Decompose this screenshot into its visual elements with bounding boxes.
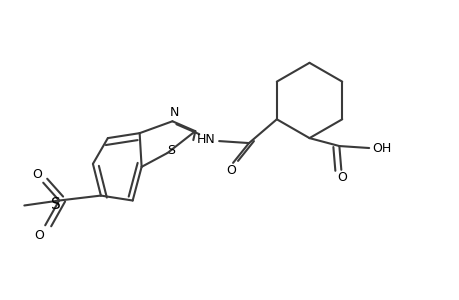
Text: O: O <box>226 164 235 177</box>
Text: OH: OH <box>372 142 391 154</box>
Text: HN: HN <box>196 133 215 146</box>
Text: O: O <box>32 168 42 181</box>
Text: S: S <box>51 197 61 212</box>
Text: O: O <box>34 229 44 242</box>
Text: O: O <box>336 171 347 184</box>
Text: N: N <box>169 106 179 119</box>
Text: S: S <box>167 143 175 157</box>
